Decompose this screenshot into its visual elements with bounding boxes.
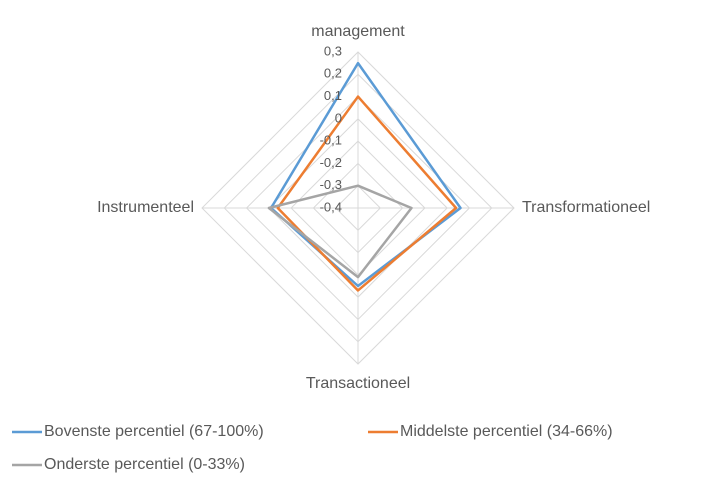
series-line (269, 61, 462, 288)
tick-label: -0,2 (320, 155, 342, 170)
series-line (276, 95, 458, 292)
tick-label: 0 (335, 110, 342, 125)
legend-label: Middelste percentiel (34-66%) (400, 423, 613, 440)
category-label: Transformationeel (522, 199, 650, 216)
category-label: management (311, 23, 405, 40)
tick-label: -0,4 (320, 199, 342, 214)
tick-label: 0,2 (324, 66, 342, 81)
tick-label: 0,1 (324, 88, 342, 103)
category-label: Instrumenteel (97, 199, 194, 216)
series-line (267, 184, 413, 279)
legend-label: Onderste percentiel (0-33%) (44, 456, 245, 473)
category-label: Transactioneel (306, 375, 410, 392)
tick-label: 0,3 (324, 43, 342, 58)
tick-label: -0,1 (320, 133, 342, 148)
legend-label: Bovenste percentiel (67-100%) (44, 423, 264, 440)
tick-label: -0,3 (320, 177, 342, 192)
